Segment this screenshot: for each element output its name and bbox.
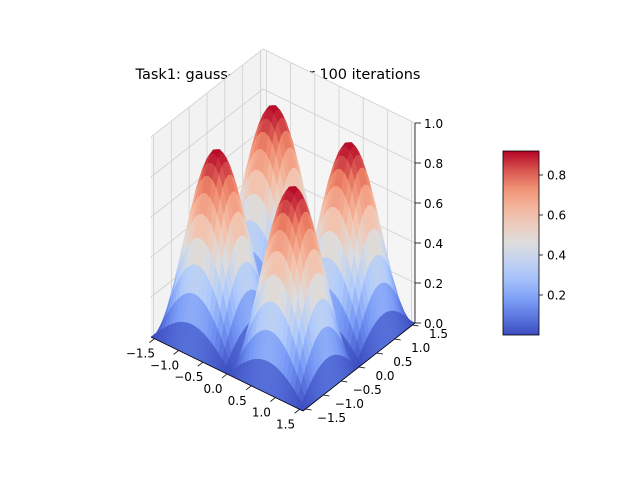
3d-axes: −1.5−1.0−0.50.00.51.01.5 −1.5−1.0−0.50.0… <box>126 48 448 431</box>
z-tick-label: 0.8 <box>424 157 443 171</box>
x-tick-label: 0.0 <box>203 382 222 396</box>
x-tick-mark <box>294 409 300 414</box>
y-tick-mark <box>341 380 348 383</box>
surface-plot <box>150 105 416 412</box>
z-tick-label: 1.0 <box>424 117 443 131</box>
z-tick-label: 0.4 <box>424 237 443 251</box>
z-tick-label: 0.6 <box>424 197 443 211</box>
y-tick-mark <box>394 338 401 341</box>
y-tick-label: 1.0 <box>411 341 430 355</box>
y-tick-label: −1.0 <box>335 397 364 411</box>
x-tick-label: 1.0 <box>252 406 271 420</box>
z-tick-label: 0.0 <box>424 317 443 331</box>
y-tick-label: −1.5 <box>317 411 346 425</box>
x-tick-mark <box>173 350 179 355</box>
y-tick-label: −0.5 <box>353 383 382 397</box>
z-gridline-back <box>262 88 416 164</box>
y-tick-mark <box>358 366 366 369</box>
x-tick-mark <box>221 373 228 379</box>
colorbar-tick-label: 0.6 <box>547 209 566 223</box>
colorbar-tick-label: 0.8 <box>547 169 566 183</box>
colorbar-tick-label: 0.4 <box>547 249 566 263</box>
z-gridline-left <box>150 48 264 138</box>
z-axis-ticks: 0.0 0.2 0.4 0.6 0.8 1.0 <box>415 117 443 331</box>
colorbar-tick-label: 0.2 <box>547 289 566 303</box>
y-tick-mark <box>323 394 330 397</box>
y-tick-label: 1.5 <box>429 327 448 341</box>
y-tick-label: 0.5 <box>393 355 412 369</box>
z-gridline-left <box>150 88 264 178</box>
x-tick-label: −1.5 <box>126 347 155 361</box>
z-gridline-back <box>262 48 416 124</box>
y-tick-mark <box>412 324 419 327</box>
x-tick-label: −1.0 <box>150 358 179 372</box>
x-axis-ticks: −1.5−1.0−0.50.0 0.5 1.0 1.5 <box>126 338 300 431</box>
x-tick-label: 1.5 <box>276 417 295 431</box>
x-tick-label: 0.5 <box>228 394 247 408</box>
x-tick-mark <box>245 385 252 391</box>
colorbar: 0.2 0.4 0.6 0.8 <box>502 150 566 336</box>
x-tick-mark <box>197 361 204 367</box>
colorbar-gradient <box>502 150 540 336</box>
x-tick-mark <box>270 397 276 402</box>
colorbar-ticks: 0.2 0.4 0.6 0.8 <box>539 169 566 303</box>
y-tick-mark <box>305 408 312 411</box>
x-tick-mark <box>149 338 155 343</box>
z-tick-label: 0.2 <box>424 277 443 291</box>
y-axis-ticks: −1.5−1.0−0.50.00.51.01.5 <box>305 324 448 425</box>
y-tick-mark <box>376 352 383 355</box>
x-tick-label: −0.5 <box>174 370 203 384</box>
y-tick-label: 0.0 <box>375 369 394 383</box>
